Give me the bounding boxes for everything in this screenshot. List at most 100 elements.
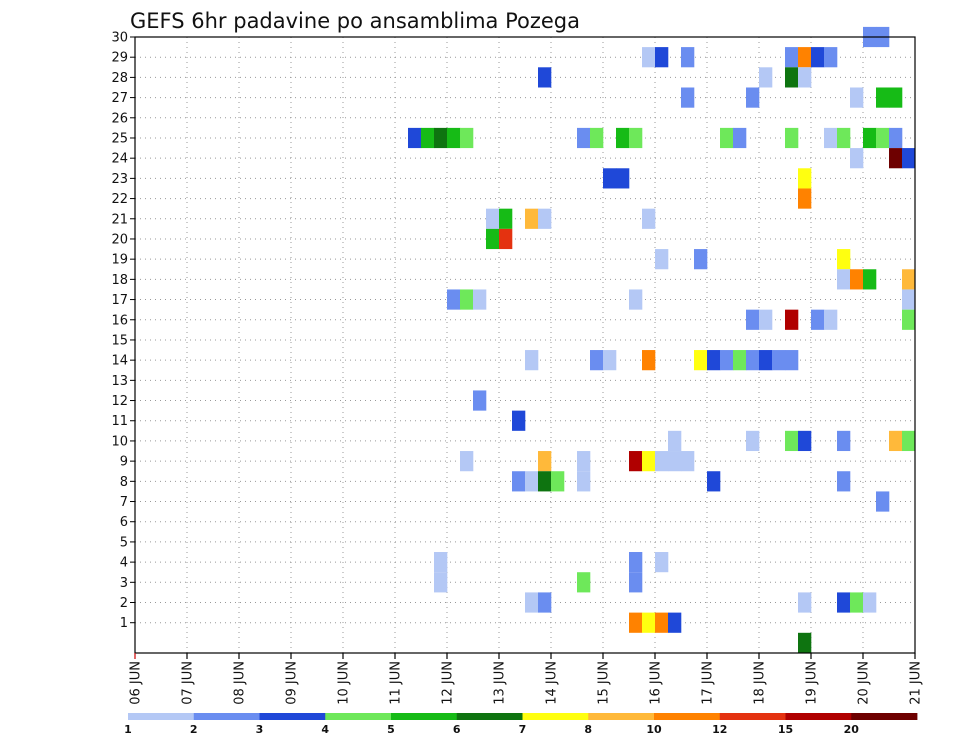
precip-cell: [668, 430, 682, 452]
precip-cell: [499, 228, 513, 250]
precip-cell: [629, 289, 643, 310]
y-tick-label: 5: [120, 535, 128, 550]
precip-cell: [746, 309, 760, 330]
precip-cell: [850, 269, 864, 290]
y-tick-label: 18: [111, 273, 128, 288]
y-tick-label: 22: [111, 192, 128, 207]
precip-cell: [525, 592, 539, 613]
precip-cell: [434, 127, 448, 149]
precip-cell: [850, 148, 864, 169]
x-tick-label: 21 JUN: [909, 661, 924, 705]
colorbar-label: 6: [453, 723, 461, 736]
colorbar-swatch: [654, 713, 721, 720]
colorbar-swatch: [785, 713, 852, 720]
precip-cell: [603, 350, 617, 371]
precip-cell: [629, 451, 643, 472]
y-tick-label: 26: [111, 111, 128, 126]
precip-cell: [681, 87, 695, 108]
precip-cell: [902, 148, 916, 169]
x-tick-label: 19 JUN: [805, 661, 820, 705]
precip-cell: [577, 127, 591, 149]
precip-cell: [655, 249, 669, 270]
x-tick-label: 11 JUN: [389, 661, 404, 705]
precip-cell: [811, 309, 825, 330]
chart-title: GEFS 6hr padavine po ansamblima Pozega: [130, 9, 580, 33]
x-tick-label: 07 JUN: [181, 661, 196, 705]
y-tick-label: 8: [120, 475, 128, 490]
precip-cell: [525, 350, 539, 371]
precip-cell: [551, 471, 565, 492]
x-axis-ticks: 06 JUN 07 JUN 08 JUN 09 JUN 10 JUN 11 JUN 12 J…: [129, 653, 924, 705]
precip-cell: [642, 47, 656, 68]
precip-cell: [668, 451, 682, 472]
x-tick-label: 09 JUN: [285, 661, 300, 705]
colorbar-label: 3: [256, 723, 264, 736]
precip-cell: [798, 430, 812, 452]
precip-cell: [460, 451, 474, 472]
precip-cell: [577, 471, 591, 492]
precip-cell: [850, 87, 864, 108]
precip-cell: [824, 47, 838, 68]
precip-cell: [642, 451, 656, 472]
colorbar-label: 10: [646, 723, 662, 736]
precip-cell: [538, 208, 552, 229]
y-tick-label: 6: [120, 515, 128, 530]
precip-cell: [902, 430, 916, 452]
precip-cell: [616, 127, 630, 149]
precip-cell: [655, 451, 669, 472]
precip-cell: [837, 592, 851, 613]
precip-cell: [785, 47, 799, 68]
precip-cell: [863, 269, 877, 290]
precip-cell: [655, 552, 669, 573]
precip-cell: [603, 168, 617, 189]
precip-cell: [785, 127, 799, 149]
precip-cell: [746, 350, 760, 371]
precip-cell: [512, 410, 526, 431]
precip-cell: [837, 430, 851, 452]
precip-cell: [460, 289, 474, 310]
precip-cell: [447, 289, 461, 310]
precip-cell: [707, 471, 721, 492]
precip-cell: [733, 350, 747, 371]
precip-cell: [798, 632, 812, 653]
precip-cell: [512, 471, 526, 492]
precip-cell: [798, 67, 812, 88]
y-tick-label: 23: [111, 172, 128, 187]
colorbar-label: 2: [190, 723, 198, 736]
colorbar-label: 8: [584, 723, 592, 736]
precip-cell: [824, 309, 838, 330]
precip-cell: [590, 350, 604, 371]
y-tick-label: 3: [120, 576, 128, 591]
y-tick-label: 17: [111, 293, 128, 308]
y-tick-label: 2: [120, 596, 128, 611]
precip-cell: [889, 430, 903, 452]
precip-cell: [759, 350, 773, 371]
precip-cell: [876, 127, 890, 149]
y-tick-label: 24: [111, 152, 128, 167]
precip-cell: [889, 127, 903, 149]
y-tick-label: 29: [111, 51, 128, 66]
y-tick-label: 25: [111, 131, 128, 146]
precip-cell: [902, 289, 916, 310]
colorbar-label: 7: [519, 723, 527, 736]
colorbar-label: 20: [844, 723, 860, 736]
y-tick-label: 16: [111, 313, 128, 328]
precip-cell: [694, 249, 708, 270]
precip-cell: [642, 208, 656, 229]
precip-cell: [538, 471, 552, 492]
colorbar-label: 5: [387, 723, 395, 736]
colorbar-label: 1: [124, 723, 132, 736]
precip-cell: [629, 127, 643, 149]
precip-cell: [876, 491, 890, 512]
precip-cell: [798, 168, 812, 189]
data-cells: [408, 26, 916, 653]
y-tick-label: 15: [111, 333, 128, 348]
precip-cell: [902, 269, 916, 290]
y-tick-label: 21: [111, 212, 128, 227]
colorbar-swatch: [391, 713, 458, 720]
precip-cell: [785, 309, 799, 330]
y-tick-label: 30: [111, 31, 128, 46]
precip-cell: [668, 612, 682, 633]
colorbar-swatch: [128, 713, 195, 720]
colorbar-label: 15: [778, 723, 793, 736]
